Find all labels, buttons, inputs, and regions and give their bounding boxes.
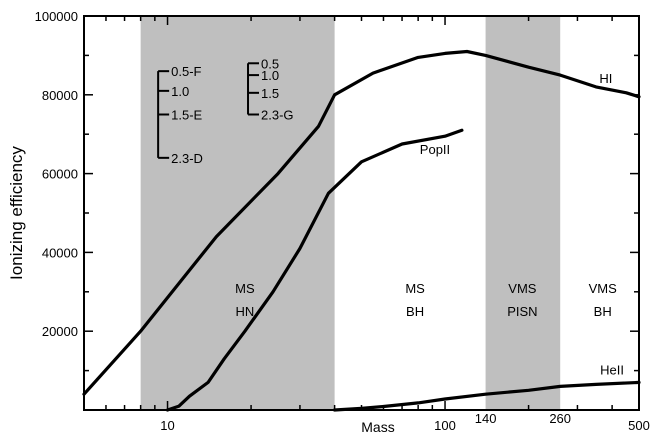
left-key-label-2: 1.5-E — [171, 108, 202, 123]
right-key-label-1: 1.0 — [261, 68, 279, 83]
region-label-2-line-0: VMS — [508, 281, 537, 296]
region-labels: MS HN MS BH VMS PISN VMS BH — [235, 281, 617, 319]
series-line-heii — [333, 380, 641, 412]
region-label-1-line-0: MS — [405, 281, 425, 296]
y-tick-label-40000: 40000 — [42, 245, 78, 260]
shaded-regions — [140, 16, 561, 410]
shaded-region-1 — [485, 16, 561, 410]
y-tick-label-80000: 80000 — [42, 88, 78, 103]
axis-ticks: 10 100 140 260 500 20000 40000 60000 80000 100000 — [35, 9, 650, 433]
x-tick-label-260: 260 — [549, 411, 571, 426]
region-label-1-line-1: BH — [406, 304, 424, 319]
x-tick-label-100: 100 — [434, 418, 456, 433]
x-tick-label-500: 500 — [628, 418, 650, 433]
x-tick-label-140: 140 — [475, 411, 497, 426]
region-label-2-line-1: PISN — [507, 304, 537, 319]
y-axis-title: Ionizing efficiency — [7, 146, 26, 280]
left-key-label-1: 1.0 — [171, 84, 189, 99]
left-key-label-0: 0.5-F — [171, 64, 201, 79]
series-label-hi: HI — [599, 71, 612, 86]
annotations: 0.5-F1.01.5-E2.3-D0.51.01.52.3-G — [157, 56, 294, 166]
y-tick-label-100000: 100000 — [35, 9, 78, 24]
y-tick-label-60000: 60000 — [42, 167, 78, 182]
region-label-0-line-0: MS — [235, 281, 255, 296]
right-key-label-0: 0.5 — [261, 56, 279, 71]
left-key-label-3: 2.3-D — [171, 151, 203, 166]
right-key-label-3: 2.3-G — [261, 108, 294, 123]
right-key-label-2: 1.5 — [261, 86, 279, 101]
y-tick-label-20000: 20000 — [42, 324, 78, 339]
series-label-popii: PopII — [420, 142, 450, 157]
series-lines: HI PopII HeII — [82, 49, 641, 412]
region-label-3-line-1: BH — [594, 304, 612, 319]
region-label-3-line-0: VMS — [589, 281, 618, 296]
x-axis-title: Mass — [361, 419, 394, 435]
series-label-heii: HeII — [600, 363, 624, 378]
series-line-hi — [82, 49, 641, 396]
series-line-popii — [165, 128, 464, 412]
region-label-0-line-1: HN — [235, 304, 254, 319]
x-tick-label-10: 10 — [160, 418, 174, 433]
